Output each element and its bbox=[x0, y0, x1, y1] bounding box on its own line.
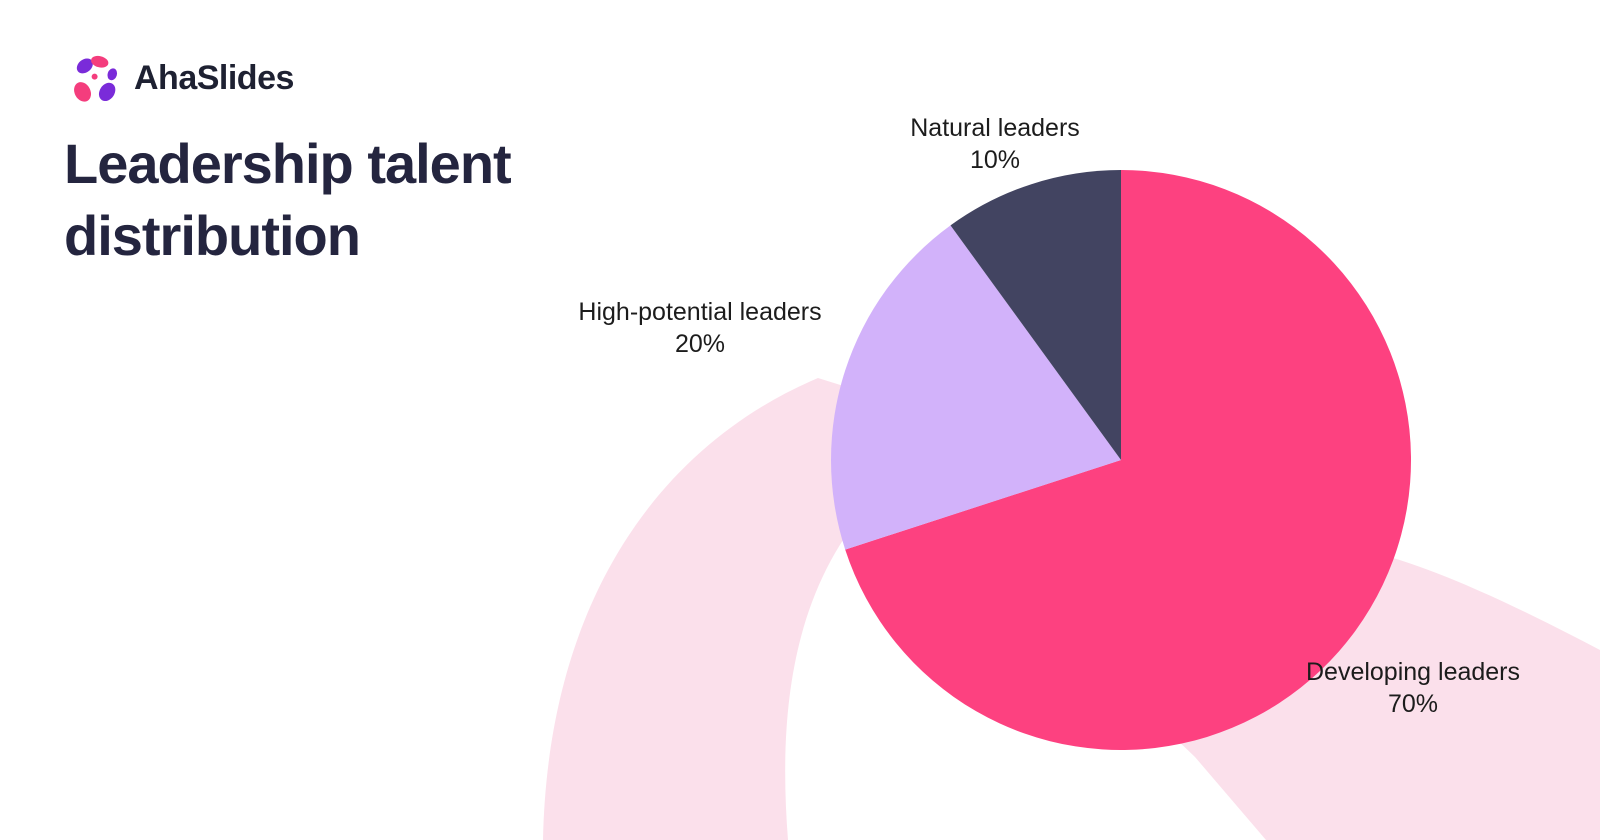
pie-label-name: Developing leaders bbox=[1305, 658, 1521, 686]
chart-title: Leadership talent distribution bbox=[64, 128, 512, 272]
ahaslides-logo-icon bbox=[74, 55, 118, 102]
pie-chart bbox=[831, 170, 1412, 750]
pie-slice-high-potential-leaders bbox=[831, 225, 1121, 550]
pie-slice-developing-leaders bbox=[845, 170, 1412, 750]
pie-label-value: 10% bbox=[969, 146, 1021, 174]
pie-label-value: 20% bbox=[674, 330, 726, 358]
brand-name: AhaSlides bbox=[134, 58, 294, 97]
pie-label-name: High-potential leaders bbox=[578, 298, 822, 326]
brand-logo: AhaSlides bbox=[70, 52, 294, 104]
pie-label-value: 70% bbox=[1387, 690, 1439, 718]
pie-slice-natural-leaders bbox=[950, 170, 1121, 460]
chart-title-line-2: distribution bbox=[64, 204, 361, 267]
pie-label-natural-leaders: Natural leaders 10% bbox=[910, 112, 1080, 176]
pie-label-name: Natural leaders bbox=[910, 114, 1080, 142]
pie-label-high-potential-leaders: High-potential leaders 20% bbox=[578, 296, 821, 360]
chart-title-line-1: Leadership talent bbox=[64, 132, 512, 195]
pie-label-developing-leaders: Developing leaders 70% bbox=[1306, 656, 1520, 720]
